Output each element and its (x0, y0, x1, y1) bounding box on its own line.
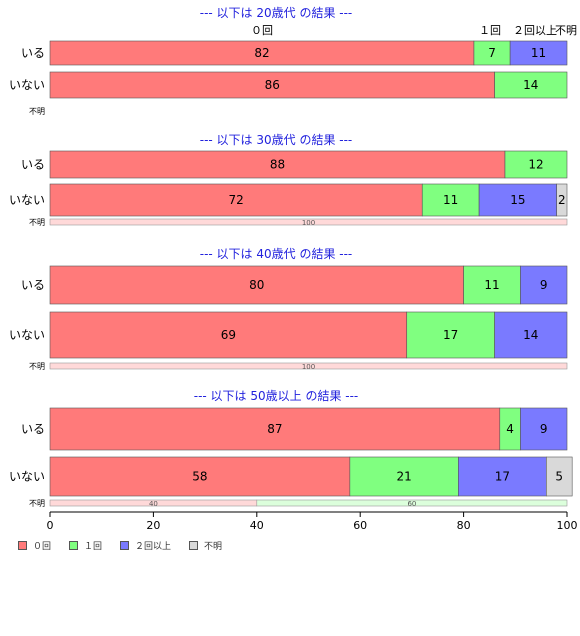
row-label-0-1: いない (9, 78, 45, 92)
unknown-label-3: 不明 (29, 499, 45, 508)
bar-value-1-1-1: 11 (443, 193, 458, 207)
header-label-2: ２回以上 (513, 24, 557, 37)
bar-value-1-1-2: 15 (510, 193, 525, 207)
legend-label-1: １回 (84, 542, 103, 552)
x-tick-label-2: 40 (250, 519, 264, 532)
row-label-0-0: いる (21, 46, 45, 60)
bar-value-1-1-3: 2 (558, 193, 566, 207)
bar-value-3-1-2: 17 (495, 470, 510, 484)
bar-segment-1-1-1 (421, 183, 480, 217)
bar-segment-3-1-1 (349, 456, 459, 497)
bar-segment-0-0-2 (509, 40, 568, 66)
legend-label-2: ２回以上 (135, 542, 172, 552)
legend-label-3: 不明 (204, 542, 223, 552)
bar-segment-2-1-1 (406, 311, 495, 359)
legend-swatch-3 (189, 541, 199, 550)
unknown-label-2: 不明 (29, 362, 45, 371)
bar-value-0-0-2: 11 (531, 46, 546, 60)
bar-segment-3-0-2 (520, 407, 568, 451)
legend-label-0: ０回 (33, 542, 52, 552)
legend-item-0: ０回 (18, 539, 51, 552)
bar-segment-1-0-0 (49, 150, 506, 179)
x-tick-label-1: 20 (146, 519, 160, 532)
group-title-0: --- 以下は 20歳代 の結果 --- (200, 6, 353, 20)
bar-segment-2-0-2 (520, 265, 568, 305)
bar-segment-3-1-3 (546, 456, 573, 497)
bar-value-3-0-2: 9 (540, 422, 548, 436)
bar-value-0-0-1: 7 (488, 46, 496, 60)
unknown-label-0: 不明 (29, 107, 45, 116)
unknown-segment-3-1 (256, 499, 568, 507)
row-label-3-0: いる (21, 422, 45, 436)
bar-value-2-0-2: 9 (540, 278, 548, 292)
bar-segment-0-1-0 (49, 71, 495, 99)
header-label-0: ０回 (251, 24, 273, 37)
x-tick-label-3: 60 (353, 519, 367, 532)
bar-value-2-1-1: 17 (443, 328, 458, 342)
bar-value-2-1-0: 69 (221, 328, 236, 342)
row-label-1-1: いない (9, 193, 45, 207)
row-label-2-0: いる (21, 278, 45, 292)
bar-value-2-0-1: 11 (484, 278, 499, 292)
unknown-value-3-1: 60 (407, 500, 416, 508)
bar-segment-2-0-0 (49, 265, 464, 305)
legend-swatch-1 (69, 541, 79, 550)
unknown-label-1: 不明 (29, 218, 45, 227)
x-tick-label-0: 0 (47, 519, 54, 532)
bar-value-1-1-0: 72 (228, 193, 243, 207)
row-label-2-1: いない (9, 328, 45, 342)
bar-segment-2-0-1 (463, 265, 521, 305)
bar-value-0-1-0: 86 (265, 78, 280, 92)
legend-item-3: 不明 (189, 539, 222, 552)
bar-value-1-0-1: 12 (528, 158, 543, 172)
bar-value-1-0-0: 88 (270, 158, 285, 172)
bar-segment-1-1-2 (478, 183, 557, 217)
group-title-1: --- 以下は 30歳代 の結果 --- (200, 133, 353, 147)
group-title-2: --- 以下は 40歳代 の結果 --- (200, 247, 353, 261)
bar-value-2-1-2: 14 (523, 328, 538, 342)
bar-segment-1-0-1 (504, 150, 568, 179)
legend-item-2: ２回以上 (120, 539, 171, 552)
unknown-value-3-0: 40 (149, 500, 158, 508)
unknown-value-1-0: 100 (302, 219, 315, 227)
bar-value-3-0-1: 4 (506, 422, 514, 436)
bar-value-2-0-0: 80 (249, 278, 264, 292)
bar-segment-1-1-3 (556, 183, 568, 217)
bar-value-3-1-3: 5 (555, 470, 563, 484)
legend-swatch-0 (18, 541, 27, 550)
header-label-1: １回 (479, 24, 501, 37)
x-tick-label-5: 100 (557, 519, 578, 532)
bar-segment-2-1-2 (494, 311, 568, 359)
group-title-3: --- 以下は 50歳以上 の結果 --- (194, 389, 359, 403)
x-tick-label-4: 80 (457, 519, 471, 532)
row-label-3-1: いない (9, 470, 45, 484)
bar-segment-3-1-0 (49, 456, 351, 497)
legend: ０回 １回 ２回以上 不明 (18, 539, 222, 552)
unknown-value-2-0: 100 (302, 363, 315, 371)
unknown-segment-1-0 (49, 218, 568, 226)
header-label-3: 不明 (555, 24, 577, 37)
bar-value-0-0-0: 82 (254, 46, 269, 60)
bar-segment-0-1-1 (494, 71, 568, 99)
unknown-segment-2-0 (49, 362, 568, 370)
bar-segment-0-0-1 (473, 40, 511, 66)
bar-segment-1-1-0 (49, 183, 423, 217)
bar-segment-3-0-0 (49, 407, 501, 451)
bar-value-3-1-0: 58 (192, 470, 207, 484)
row-label-1-0: いる (21, 158, 45, 172)
bar-value-3-0-0: 87 (267, 422, 282, 436)
bar-value-3-1-1: 21 (397, 470, 412, 484)
bar-value-0-1-1: 14 (523, 78, 538, 92)
bar-segment-2-1-0 (49, 311, 408, 359)
legend-swatch-2 (120, 541, 130, 550)
legend-item-1: １回 (69, 539, 102, 552)
